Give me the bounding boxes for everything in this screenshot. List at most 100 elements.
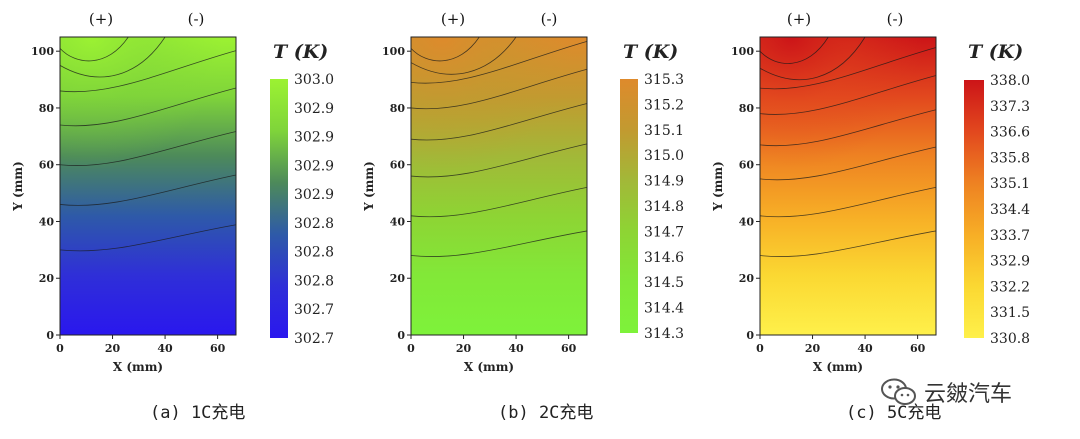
- colorbar-label: 331.5: [990, 305, 1030, 321]
- y-tick-label: 80: [390, 102, 406, 115]
- contour-5: [759, 75, 937, 115]
- y-tick-label: 100: [731, 45, 754, 58]
- hotspot-overlay: [411, 37, 587, 201]
- plot-frame: [59, 36, 237, 336]
- colorbar-label: 315.1: [644, 123, 684, 139]
- colorbar-label: 315.2: [644, 97, 684, 113]
- x-tick-label: 40: [857, 342, 873, 355]
- contour-lines: [59, 36, 237, 252]
- contour-2: [59, 174, 237, 206]
- y-tick-label: 20: [739, 272, 755, 285]
- y-tick-label: 0: [46, 329, 54, 342]
- y-tick-label: 80: [39, 102, 55, 115]
- x-axis-label: X (mm): [464, 360, 514, 374]
- contour-lines: [410, 36, 588, 258]
- watermark-text: 云皴汽车: [924, 382, 1013, 407]
- contour-2: [759, 187, 937, 218]
- x-tick-label: 0: [407, 342, 415, 355]
- hotspot-overlay: [760, 37, 936, 201]
- y-axis-label: Y (mm): [11, 161, 25, 212]
- colorbar-label: 314.3: [644, 326, 684, 342]
- negative-tab-label: (-): [188, 10, 205, 28]
- colorbar-label: 332.9: [990, 254, 1030, 270]
- contour-lines: [759, 36, 937, 258]
- x-tick-label: 40: [508, 342, 524, 355]
- contour-5: [410, 68, 588, 110]
- colorbar-label: 315.0: [644, 148, 684, 164]
- contour-3: [59, 131, 237, 166]
- contour-2: [410, 187, 588, 218]
- contour-8: [759, 36, 829, 64]
- y-tick-label: 60: [739, 159, 755, 172]
- contour-6: [759, 47, 937, 90]
- contour-6: [410, 40, 588, 84]
- colorbar-label: 314.8: [644, 199, 684, 215]
- colorbar: [964, 80, 984, 338]
- hotspot-overlay: [60, 37, 236, 201]
- contour-5: [59, 50, 237, 93]
- colorbar-label: 303.0: [294, 72, 334, 88]
- colorbar-label: 314.4: [644, 301, 684, 317]
- colorbar-label: 332.2: [990, 279, 1030, 295]
- x-tick-label: 60: [910, 342, 926, 355]
- positive-tab-label: (+): [787, 10, 811, 28]
- y-axis-label: Y (mm): [362, 161, 376, 212]
- colorbar-label: 336.6: [990, 125, 1030, 141]
- plot-frame: [410, 36, 588, 336]
- colorbar-label: 314.5: [644, 275, 684, 291]
- y-tick-label: 60: [39, 159, 55, 172]
- y-tick-label: 20: [390, 272, 406, 285]
- contour-1: [759, 230, 937, 258]
- y-tick-label: 40: [39, 215, 55, 228]
- plot-frame: [759, 36, 937, 336]
- colorbar: [620, 79, 638, 333]
- contour-1: [410, 230, 588, 258]
- colorbar-label: 314.6: [644, 250, 684, 266]
- watermark: 云皴汽车: [880, 376, 1012, 408]
- x-axis-label: X (mm): [113, 360, 163, 374]
- x-tick-label: 60: [210, 342, 226, 355]
- x-tick-label: 0: [756, 342, 764, 355]
- y-tick-label: 20: [39, 272, 55, 285]
- y-tick-label: 100: [382, 45, 405, 58]
- colorbar-label: 330.8: [990, 331, 1030, 347]
- colorbar-label: 338.0: [990, 73, 1030, 89]
- contour-4: [59, 87, 237, 127]
- colorbar-label: 302.9: [294, 187, 334, 203]
- y-tick-label: 60: [390, 159, 406, 172]
- x-tick-label: 40: [157, 342, 173, 355]
- colorbar-label: 314.7: [644, 224, 684, 240]
- x-tick-label: 20: [456, 342, 472, 355]
- contour-4: [759, 109, 937, 147]
- x-axis-label: X (mm): [813, 360, 863, 374]
- negative-tab-label: (-): [887, 10, 904, 28]
- x-tick-label: 60: [561, 342, 577, 355]
- colorbar-title: T (K): [273, 41, 328, 63]
- colorbar-label: 302.9: [294, 130, 334, 146]
- y-axis-label: Y (mm): [711, 161, 725, 212]
- colorbar-label: 302.8: [294, 273, 334, 289]
- positive-tab-label: (+): [441, 10, 465, 28]
- colorbar: [270, 79, 288, 338]
- colorbar-label: 302.9: [294, 158, 334, 174]
- contour-6: [59, 36, 166, 78]
- wechat-icon: [881, 378, 916, 405]
- colorbar-title: T (K): [623, 41, 678, 63]
- panel-a: 0 20 40 60 0 20 40 60 80 100 X (mm) Y (mm) (+) (-) T (…: [11, 10, 334, 374]
- y-tick-label: 100: [31, 45, 54, 58]
- colorbar-label: 302.8: [294, 245, 334, 261]
- colorbar-label: 335.1: [990, 176, 1030, 192]
- positive-tab-label: (+): [89, 10, 113, 28]
- colorbar-label: 334.4: [990, 202, 1030, 218]
- contour-8: [410, 36, 480, 62]
- contour-3: [759, 146, 937, 181]
- x-tick-label: 20: [105, 342, 121, 355]
- caption-b: (b) 2C充电: [498, 403, 594, 423]
- colorbar-label: 315.3: [644, 72, 684, 88]
- colorbar-label: 302.8: [294, 216, 334, 232]
- colorbar-label: 337.3: [990, 99, 1030, 115]
- y-tick-label: 0: [397, 329, 405, 342]
- y-tick-label: 80: [739, 102, 755, 115]
- contour-4: [410, 103, 588, 141]
